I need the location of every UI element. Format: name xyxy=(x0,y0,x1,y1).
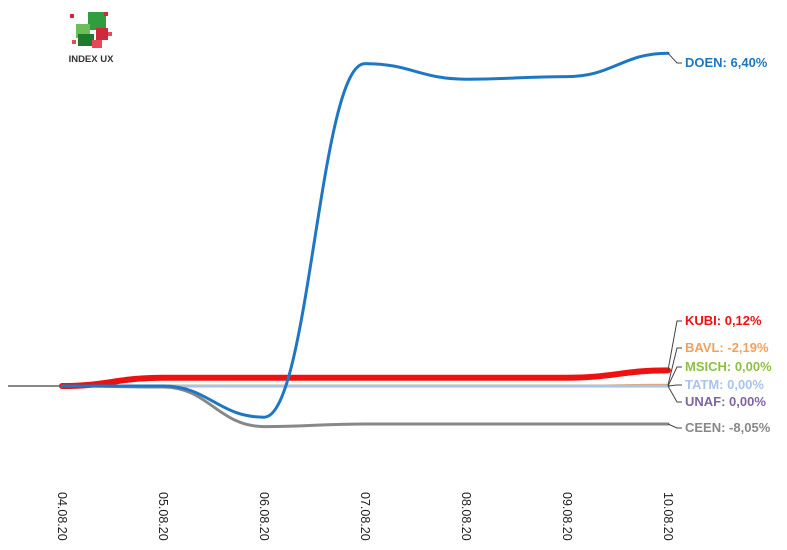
logo-square xyxy=(108,32,112,36)
series-label-doen: DOEN: 6,40% xyxy=(685,55,768,70)
logo-square xyxy=(70,14,74,18)
series-line-ceen xyxy=(60,384,670,429)
series-label-tatm: TATM: 0,00% xyxy=(685,377,764,392)
series-label-bavl: BAVL: -2,19% xyxy=(685,340,769,355)
x-tick-label: 09.08.20 xyxy=(560,492,574,541)
label-leader-tatm xyxy=(667,384,682,387)
x-tick-label: 05.08.20 xyxy=(156,492,170,541)
logo-square xyxy=(92,40,102,48)
logo-title: INDEX UX xyxy=(69,54,115,65)
series-lines xyxy=(59,51,671,429)
series-line-doen xyxy=(60,51,670,419)
label-leader-unaf xyxy=(667,385,682,403)
series-label-unaf: UNAF: 0,00% xyxy=(685,394,766,409)
series-labels: DOEN: 6,40% CEEN: -8,05% KUBI: 0,12% BAVL: … xyxy=(667,52,772,435)
series-label-kubi: KUBI: 0,12% xyxy=(685,313,762,328)
series-label-msich: MSICH: 0,00% xyxy=(685,359,772,374)
logo-square xyxy=(96,28,108,40)
series-label-ceen: CEEN: -8,05% xyxy=(685,420,771,435)
x-tick-label: 06.08.20 xyxy=(257,492,271,541)
index-ux-logo: INDEX UX xyxy=(69,12,115,65)
logo-square xyxy=(72,40,76,44)
x-tick-label: 07.08.20 xyxy=(358,492,372,541)
label-leader-bavl xyxy=(667,347,682,386)
label-leader-doen xyxy=(667,52,682,64)
x-tick-label: 10.08.20 xyxy=(661,492,675,541)
logo-square xyxy=(78,34,94,46)
label-leader-msich xyxy=(667,366,682,387)
x-tick-label: 08.08.20 xyxy=(459,492,473,541)
label-leader-ceen xyxy=(667,423,682,429)
series-line-kubi xyxy=(59,367,671,389)
logo-square xyxy=(88,12,106,30)
logo-square xyxy=(104,12,108,16)
label-leader-kubi xyxy=(667,320,682,371)
x-axis-ticks: 04.08.20 05.08.20 06.08.20 07.08.20 08.08.20… xyxy=(55,492,675,541)
x-tick-label: 04.08.20 xyxy=(55,492,69,541)
